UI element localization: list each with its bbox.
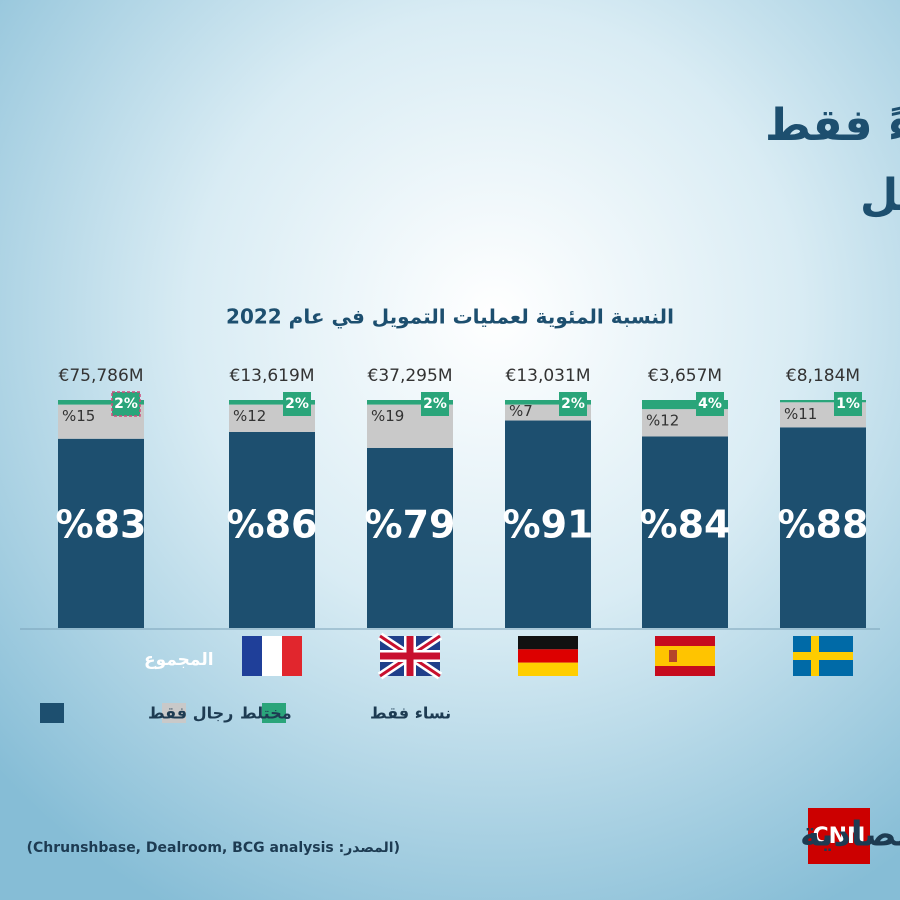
women-label-box (421, 392, 449, 416)
flag-part (655, 646, 715, 666)
bar-segment (642, 436, 728, 628)
bar-segment (505, 400, 591, 405)
bar-segment (58, 438, 144, 628)
total-label: €3,657M (648, 366, 722, 386)
mixed-label: %19 (371, 407, 404, 425)
flag-part (518, 662, 578, 676)
legend-label: مختلط (240, 704, 292, 723)
mixed-label: %7 (509, 402, 533, 420)
bar-segment (505, 420, 591, 628)
logo-brand: CNN (813, 824, 866, 849)
flag-part (669, 650, 677, 662)
legend-swatch (162, 703, 186, 723)
men-label: %84 (640, 503, 731, 547)
total-label: €13,619M (230, 366, 315, 386)
women-label: 4% (698, 396, 722, 412)
women-label-box (559, 392, 587, 416)
logo-name: الاقتصادية (800, 815, 900, 855)
flag-part (518, 649, 578, 663)
men-label: %83 (56, 503, 147, 547)
women-label: 1% (836, 396, 860, 412)
flag-part (262, 636, 282, 676)
bar-segment (780, 400, 866, 403)
total-label: €75,786M (59, 366, 144, 386)
bar-segment (367, 447, 453, 628)
legend-label: رجال فقط (148, 704, 233, 723)
mixed-label: %11 (784, 405, 817, 423)
logo-box (808, 808, 870, 864)
men-label: %88 (778, 503, 869, 547)
women-label-box (834, 392, 862, 416)
women-label: 2% (285, 396, 309, 412)
bar-segment (229, 431, 315, 628)
women-label: 2% (423, 396, 447, 412)
bar-segment (229, 400, 315, 405)
flag-part (242, 636, 262, 676)
mixed-label: %15 (62, 407, 95, 425)
x-tick-label: المجموع (144, 650, 214, 670)
total-label: €13,031M (506, 366, 591, 386)
title-line: لم تحصل إلا على 2% من حجم التمويل (860, 170, 900, 221)
flag-part (518, 636, 578, 650)
bar-segment (58, 400, 144, 405)
mixed-label: %12 (233, 407, 266, 425)
flag-part (793, 652, 853, 660)
subtitle: النسبة المئوية لعمليات التمويل في عام 20… (226, 305, 674, 330)
women-label-box (696, 392, 724, 416)
men-label: %86 (227, 503, 318, 547)
women-label: 2% (561, 396, 585, 412)
flag-part (282, 636, 302, 676)
legend-label: نساء فقط (370, 704, 451, 723)
bar-segment (780, 427, 866, 628)
legend-swatch (40, 703, 64, 723)
bar-segment (367, 400, 453, 405)
bar-segment (642, 400, 728, 410)
total-label: €8,184M (786, 366, 860, 386)
title-line: الشركات التي تضم نساءً فقط (765, 100, 900, 151)
women-label: 2% (114, 396, 138, 412)
mixed-label: %12 (646, 412, 679, 430)
men-label: %91 (503, 503, 594, 547)
women-label-box (283, 392, 311, 416)
legend-swatch (262, 703, 286, 723)
women-label-box (111, 391, 141, 417)
source: (Chrunshbase, Dealroom, BCG analysis :ال… (27, 840, 400, 856)
men-label: %79 (365, 503, 456, 547)
flag-part (380, 636, 440, 676)
total-label: €37,295M (368, 366, 453, 386)
